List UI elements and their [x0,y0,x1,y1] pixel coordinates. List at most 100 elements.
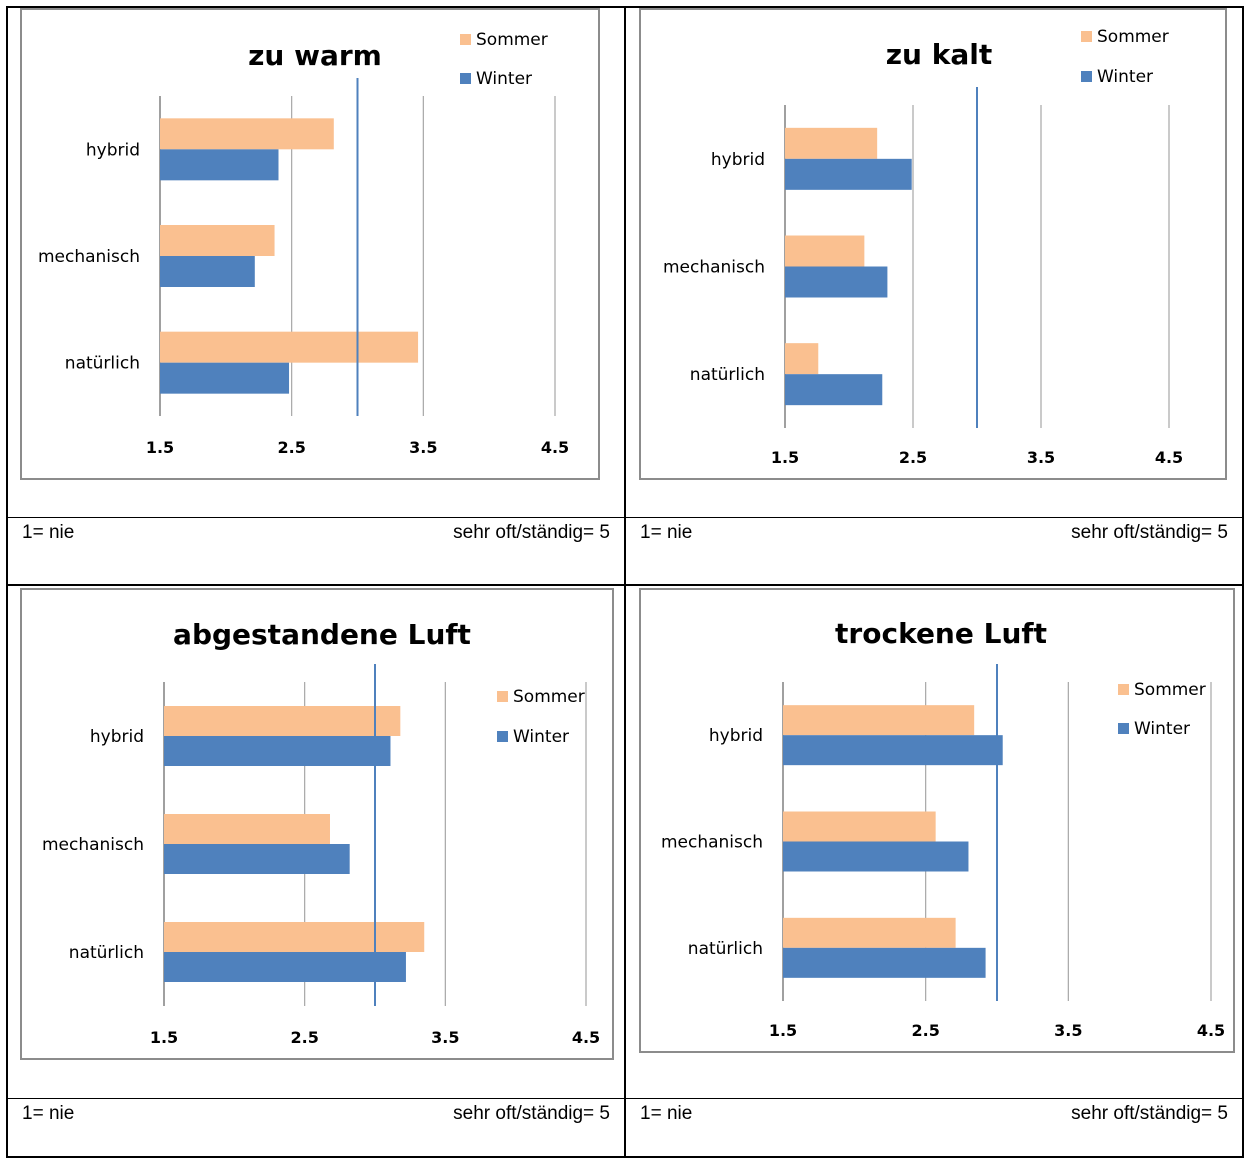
legend-label: Sommer [1134,680,1206,700]
tick-label: 2.5 [899,448,927,467]
bar-sommer [164,706,401,736]
tick-label: 3.5 [1054,1021,1082,1040]
chart-frame [20,8,600,480]
bar-sommer [160,118,334,150]
bar-winter [785,374,883,406]
category-label: mechanisch [663,258,765,278]
tick-label: 4.5 [1197,1021,1225,1040]
bar-sommer [783,811,936,842]
tick-label: 4.5 [1155,448,1183,467]
bar-sommer [783,705,975,736]
category-label: hybrid [709,726,763,746]
chart-title: zu kalt [886,38,992,71]
chart-grid: zu warm 1.5 2.5 3.5 4.5 hybrid mechanisch natür… [6,6,1244,1158]
legend-label: Winter [1097,67,1153,87]
scale-row-3: 1= nie sehr oft/ständig= 5 [8,1103,624,1127]
category-label: hybrid [90,727,144,747]
chart-title: trockene Luft [835,617,1047,650]
tick-label: 4.5 [572,1028,600,1047]
legend-swatch [1081,31,1092,42]
bar-sommer [164,814,330,844]
bar-winter [783,947,986,978]
scale-row-2: 1= nie sehr oft/ständig= 5 [626,522,1242,546]
tick-label: 2.5 [277,438,305,457]
bar-winter [785,158,912,190]
bar-winter [160,149,279,181]
scale-label-max: sehr oft/ständig= 5 [1071,522,1228,543]
bar-winter [783,735,1003,766]
legend-label: Sommer [476,30,548,50]
bar-sommer [164,922,425,952]
bar-sommer [785,343,819,375]
grid-line-row2-scale [6,1098,1244,1099]
chart-trockene-luft: trockene Luft 1.5 2.5 3.5 4.5 hybrid mechanisc… [639,588,1235,1053]
bar-sommer [160,331,419,363]
chart-abgestandene-luft: abgestandene Luft 1.5 2.5 3.5 4.5 hybrid mecha… [20,588,614,1060]
bar-sommer [160,225,275,256]
bar-winter [164,844,350,874]
legend-label: Winter [476,69,532,89]
chart-zu-warm: zu warm 1.5 2.5 3.5 4.5 hybrid mechanisch natür… [20,8,600,480]
category-label: mechanisch [661,833,763,853]
category-label: natürlich [69,943,144,963]
tick-label: 4.5 [541,438,569,457]
category-label: natürlich [690,365,765,385]
legend-swatch [460,73,471,84]
chart-title: abgestandene Luft [173,618,471,651]
scale-row-1: 1= nie sehr oft/ständig= 5 [8,522,624,546]
grid-line-row-divider [6,584,1244,586]
grid-line-left [6,6,8,1158]
bar-winter [160,362,290,394]
legend-swatch [497,731,508,742]
tick-label: 2.5 [911,1021,939,1040]
chart-title: zu warm [248,39,382,72]
category-label: mechanisch [38,247,140,267]
legend-label: Sommer [513,687,585,707]
tick-label: 3.5 [409,438,437,457]
tick-label: 1.5 [771,448,799,467]
bar-sommer [783,917,956,948]
bar-winter [164,736,391,766]
legend-swatch [460,34,471,45]
legend-label: Sommer [1097,27,1169,47]
legend-swatch [1118,723,1129,734]
scale-label-max: sehr oft/ständig= 5 [1071,1103,1228,1124]
bar-winter [160,256,255,287]
legend-label: Winter [513,727,569,747]
scale-label-min: 1= nie [640,1103,693,1124]
legend-label: Winter [1134,719,1190,739]
scale-label-min: 1= nie [640,522,693,543]
bar-winter [783,841,969,872]
legend-swatch [1081,71,1092,82]
tick-label: 1.5 [150,1028,178,1047]
tick-label: 2.5 [290,1028,318,1047]
tick-label: 3.5 [1027,448,1055,467]
scale-label-min: 1= nie [22,522,75,543]
scale-row-4: 1= nie sehr oft/ständig= 5 [626,1103,1242,1127]
legend-swatch [1118,684,1129,695]
category-label: hybrid [711,150,765,170]
scale-label-max: sehr oft/ständig= 5 [453,522,610,543]
bar-winter [785,266,888,298]
tick-label: 3.5 [431,1028,459,1047]
category-label: mechanisch [42,835,144,855]
chart-zu-kalt: zu kalt 1.5 2.5 3.5 4.5 hybrid mechanisch natür… [639,8,1227,480]
grid-line-right [1242,6,1244,1158]
grid-line-middle [624,6,626,1158]
chart-panel-2: zu kalt 1.5 2.5 3.5 4.5 hybrid mechanisch natür… [639,8,1227,480]
tick-label: 1.5 [769,1021,797,1040]
bar-winter [164,952,406,982]
chart-panel-4: trockene Luft 1.5 2.5 3.5 4.5 hybrid mechanisc… [639,588,1235,1053]
tick-label: 1.5 [146,438,174,457]
chart-frame [639,8,1227,480]
chart-panel-3: abgestandene Luft 1.5 2.5 3.5 4.5 hybrid mecha… [20,588,614,1060]
legend-swatch [497,691,508,702]
category-label: natürlich [65,354,140,374]
bar-sommer [785,235,865,267]
scale-label-max: sehr oft/ständig= 5 [453,1103,610,1124]
grid-line-row1-scale [6,517,1244,518]
category-label: hybrid [86,140,140,160]
chart-frame [639,588,1235,1053]
category-label: natürlich [688,939,763,959]
bar-sommer [785,127,878,159]
